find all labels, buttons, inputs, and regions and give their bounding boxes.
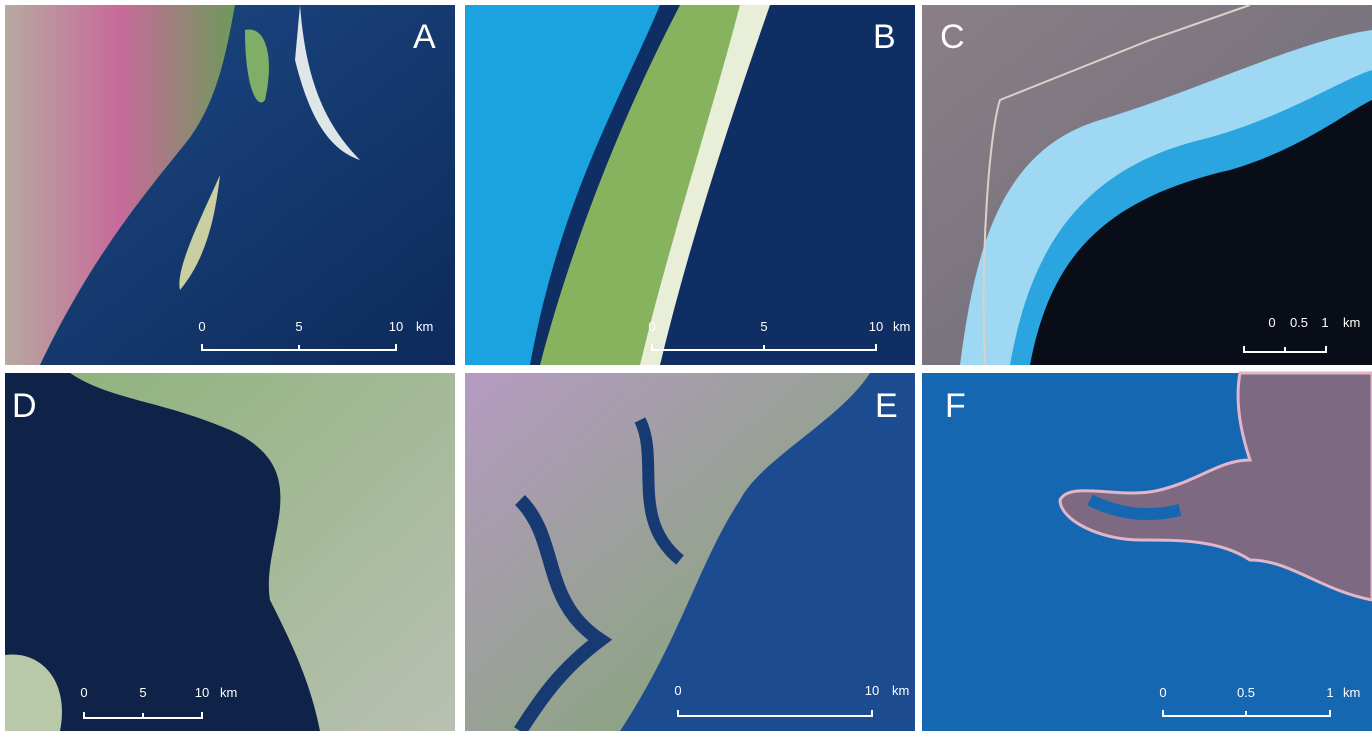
- scale-unit: km: [220, 685, 237, 700]
- scale-label: 5: [139, 685, 146, 700]
- panel-label: A: [413, 18, 436, 56]
- panel-label: D: [12, 387, 37, 425]
- scale-bars: 0 5 10 km 0 5 10 km 0 0.5 1 km 0 5 10 km 0 10 km 0 0.5 1 km: [80, 315, 1360, 719]
- scale-label: 0: [198, 319, 205, 334]
- scale-unit: km: [893, 319, 910, 334]
- scale-label: 0.5: [1237, 685, 1255, 700]
- scale-label: 1: [1321, 315, 1328, 330]
- scale-label: 10: [195, 685, 209, 700]
- panel-f: [922, 371, 1372, 731]
- scale-label: 5: [760, 319, 767, 334]
- scale-label: 0: [1159, 685, 1166, 700]
- scale-label: 10: [865, 683, 879, 698]
- scale-label: 0: [648, 319, 655, 334]
- scale-bar: [677, 710, 873, 717]
- panel-e: [465, 373, 915, 731]
- panel-a: [5, 5, 455, 365]
- panel-label: B: [873, 18, 896, 56]
- scale-label: 10: [869, 319, 883, 334]
- panel-b: [465, 5, 915, 365]
- scale-label: 0: [1268, 315, 1275, 330]
- scale-unit: km: [1343, 685, 1360, 700]
- panel-c: [922, 4, 1372, 366]
- panel-label: F: [945, 387, 966, 425]
- panel-d: [5, 373, 455, 731]
- scale-label: 0.5: [1290, 315, 1308, 330]
- scale-label: 1: [1326, 685, 1333, 700]
- panel-label: C: [940, 18, 965, 56]
- scale-label: 0: [80, 685, 87, 700]
- scale-unit: km: [892, 683, 909, 698]
- panel-label: E: [875, 387, 898, 425]
- scale-label: 10: [389, 319, 403, 334]
- scale-unit: km: [416, 319, 433, 334]
- scale-label: 0: [674, 683, 681, 698]
- scale-label: 5: [295, 319, 302, 334]
- scale-unit: km: [1343, 315, 1360, 330]
